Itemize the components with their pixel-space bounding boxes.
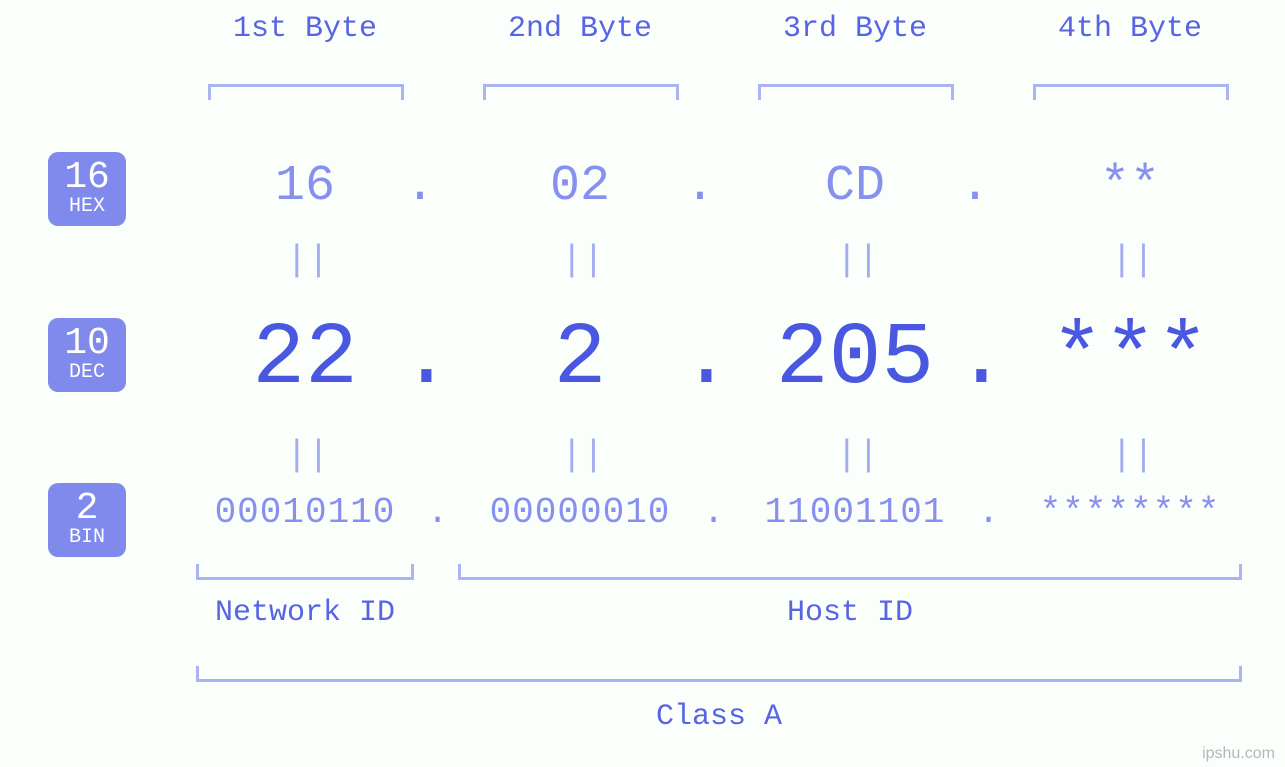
eq-d-b-2: || bbox=[561, 435, 601, 476]
bin-byte-1: 00010110 bbox=[180, 492, 430, 533]
badge-dec-base: 10 bbox=[48, 324, 126, 364]
hex-byte-3: CD bbox=[730, 158, 980, 215]
byte-header-1: 1st Byte bbox=[180, 12, 430, 46]
badge-hex: 16 HEX bbox=[48, 152, 126, 226]
dot-dec-3: . bbox=[955, 310, 995, 409]
eq-d-b-4: || bbox=[1111, 435, 1151, 476]
bracket-top-byte4 bbox=[1033, 84, 1229, 100]
bracket-top-byte2 bbox=[483, 84, 679, 100]
dot-dec-2: . bbox=[680, 310, 720, 409]
bin-byte-4: ******** bbox=[1005, 492, 1255, 533]
dot-bin-3: . bbox=[969, 492, 1009, 533]
eq-h-d-4: || bbox=[1111, 240, 1151, 281]
dec-byte-2: 2 bbox=[455, 310, 705, 409]
label-class: Class A bbox=[196, 700, 1242, 734]
byte-header-4: 4th Byte bbox=[1005, 12, 1255, 46]
dot-bin-1: . bbox=[418, 492, 458, 533]
badge-bin-label: BIN bbox=[48, 527, 126, 549]
eq-h-d-2: || bbox=[561, 240, 601, 281]
hex-byte-1: 16 bbox=[180, 158, 430, 215]
dot-bin-2: . bbox=[694, 492, 734, 533]
badge-bin: 2 BIN bbox=[48, 483, 126, 557]
hex-byte-2: 02 bbox=[455, 158, 705, 215]
bin-byte-3: 11001101 bbox=[730, 492, 980, 533]
badge-dec: 10 DEC bbox=[48, 318, 126, 392]
eq-h-d-3: || bbox=[836, 240, 876, 281]
bracket-class bbox=[196, 666, 1242, 682]
bracket-top-byte3 bbox=[758, 84, 954, 100]
label-host-id: Host ID bbox=[458, 596, 1242, 630]
byte-header-3: 3rd Byte bbox=[730, 12, 980, 46]
dot-hex-3: . bbox=[955, 158, 995, 215]
hex-byte-4: ** bbox=[1005, 158, 1255, 215]
badge-hex-label: HEX bbox=[48, 196, 126, 218]
dot-dec-1: . bbox=[400, 310, 440, 409]
badge-hex-base: 16 bbox=[48, 158, 126, 198]
badge-bin-base: 2 bbox=[48, 489, 126, 529]
bracket-host-id bbox=[458, 564, 1242, 580]
dec-byte-3: 205 bbox=[730, 310, 980, 409]
bin-byte-2: 00000010 bbox=[455, 492, 705, 533]
dot-hex-2: . bbox=[680, 158, 720, 215]
dec-byte-1: 22 bbox=[180, 310, 430, 409]
label-network-id: Network ID bbox=[180, 596, 430, 630]
watermark: ipshu.com bbox=[1202, 745, 1275, 763]
eq-h-d-1: || bbox=[286, 240, 326, 281]
byte-header-2: 2nd Byte bbox=[455, 12, 705, 46]
dot-hex-1: . bbox=[400, 158, 440, 215]
bracket-top-byte1 bbox=[208, 84, 404, 100]
badge-dec-label: DEC bbox=[48, 362, 126, 384]
eq-d-b-1: || bbox=[286, 435, 326, 476]
eq-d-b-3: || bbox=[836, 435, 876, 476]
bracket-network-id bbox=[196, 564, 414, 580]
dec-byte-4: *** bbox=[1005, 310, 1255, 409]
